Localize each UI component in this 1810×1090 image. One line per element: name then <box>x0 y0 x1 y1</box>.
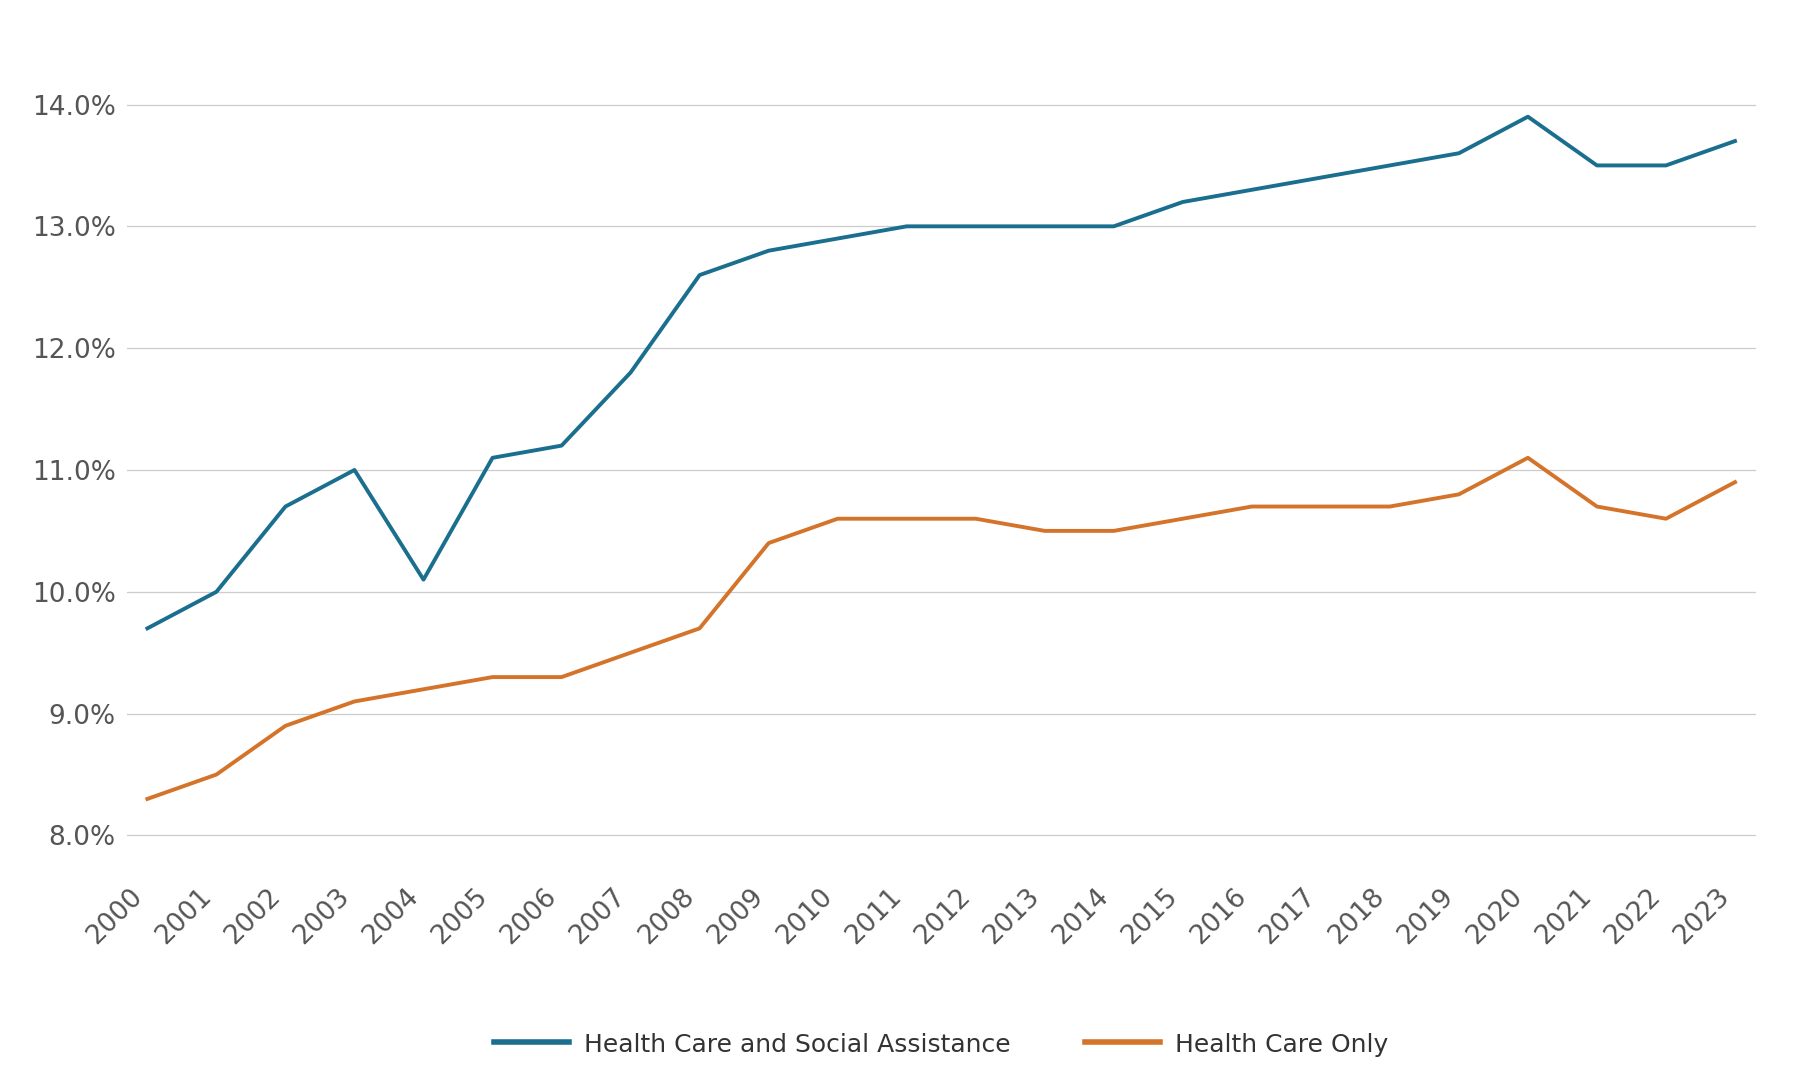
Health Care and Social Assistance <box>1034 220 1055 233</box>
Health Care and Social Assistance <box>344 463 366 476</box>
Health Care and Social Assistance <box>206 585 228 598</box>
Health Care Only <box>1102 524 1124 537</box>
Health Care Only <box>1171 512 1193 525</box>
Health Care and Social Assistance <box>619 366 641 379</box>
Health Care Only <box>136 792 157 806</box>
Health Care Only <box>275 719 297 732</box>
Health Care and Social Assistance <box>275 500 297 513</box>
Health Care and Social Assistance <box>1586 159 1607 172</box>
Health Care Only <box>619 646 641 659</box>
Health Care Only <box>690 621 711 634</box>
Health Care and Social Assistance <box>1725 134 1747 147</box>
Health Care and Social Assistance <box>827 232 849 245</box>
Health Care and Social Assistance <box>1242 183 1263 196</box>
Health Care and Social Assistance <box>1102 220 1124 233</box>
Health Care and Social Assistance <box>550 439 572 452</box>
Health Care and Social Assistance <box>1310 171 1332 184</box>
Health Care and Social Assistance <box>1379 159 1401 172</box>
Health Care Only <box>413 682 434 695</box>
Health Care and Social Assistance <box>758 244 780 257</box>
Health Care and Social Assistance <box>1654 159 1676 172</box>
Health Care Only <box>1448 488 1470 501</box>
Health Care Only <box>1654 512 1676 525</box>
Health Care Only <box>1310 500 1332 513</box>
Health Care Only <box>758 536 780 549</box>
Health Care Only <box>827 512 849 525</box>
Health Care Only <box>1586 500 1607 513</box>
Health Care and Social Assistance <box>896 220 918 233</box>
Health Care and Social Assistance <box>481 451 503 464</box>
Health Care Only <box>965 512 986 525</box>
Legend: Health Care and Social Assistance, Health Care Only: Health Care and Social Assistance, Healt… <box>483 1022 1399 1067</box>
Health Care and Social Assistance <box>1171 195 1193 208</box>
Health Care Only <box>1379 500 1401 513</box>
Health Care and Social Assistance <box>136 621 157 634</box>
Health Care and Social Assistance <box>965 220 986 233</box>
Health Care Only <box>344 695 366 708</box>
Health Care Only <box>896 512 918 525</box>
Health Care Only <box>481 670 503 683</box>
Health Care Only <box>1034 524 1055 537</box>
Health Care and Social Assistance <box>413 573 434 586</box>
Health Care Only <box>1517 451 1538 464</box>
Health Care and Social Assistance <box>1517 110 1538 123</box>
Health Care Only <box>1242 500 1263 513</box>
Line: Health Care Only: Health Care Only <box>147 458 1736 799</box>
Health Care Only <box>206 768 228 782</box>
Line: Health Care and Social Assistance: Health Care and Social Assistance <box>147 117 1736 628</box>
Health Care and Social Assistance <box>1448 147 1470 160</box>
Health Care Only <box>1725 475 1747 488</box>
Health Care and Social Assistance <box>690 268 711 281</box>
Health Care Only <box>550 670 572 683</box>
